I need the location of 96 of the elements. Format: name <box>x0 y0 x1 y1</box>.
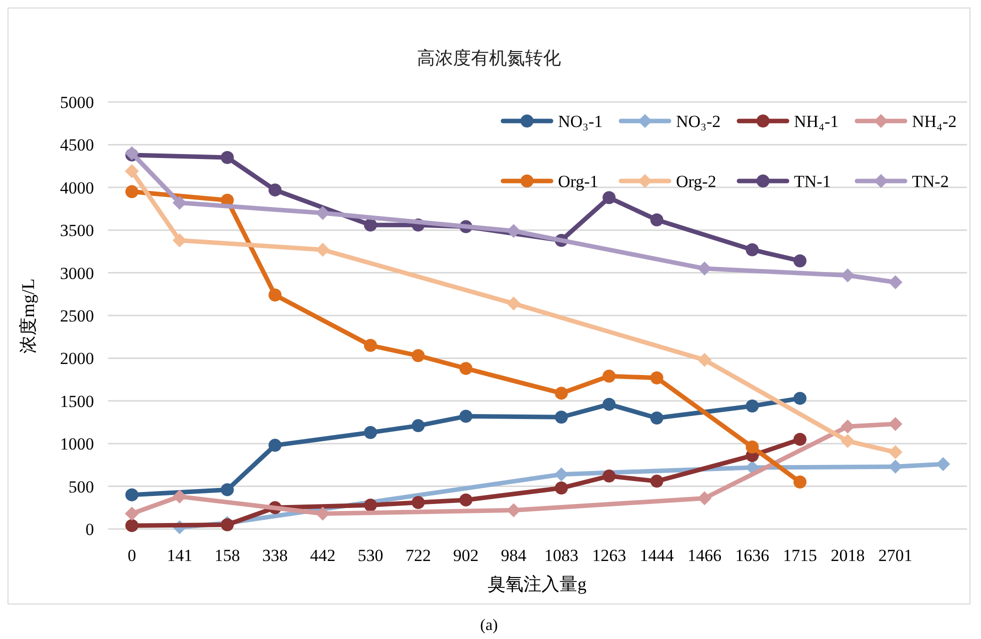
x-tick-label: 722 <box>405 546 431 565</box>
point <box>746 400 759 413</box>
x-tick-label: 0 <box>128 546 136 565</box>
legend-label: TN-2 <box>912 172 949 191</box>
point <box>364 426 377 439</box>
point <box>268 438 282 452</box>
x-tick-label: 1636 <box>735 546 770 565</box>
point <box>793 392 806 405</box>
point <box>554 386 568 400</box>
point <box>840 268 855 282</box>
x-tick-label: 1466 <box>688 546 722 565</box>
legend-label: NO₃-1 <box>558 112 603 131</box>
x-tick-label: 2018 <box>830 546 865 565</box>
point <box>172 233 187 248</box>
point <box>459 410 472 423</box>
x-tick-label: 338 <box>262 546 288 565</box>
point <box>268 288 282 302</box>
point <box>554 467 568 482</box>
point <box>793 432 806 446</box>
x-tick-label: 530 <box>358 546 384 565</box>
point <box>316 506 330 521</box>
y-tick-label: 2500 <box>60 306 94 326</box>
point <box>172 196 187 210</box>
point <box>364 218 377 232</box>
x-tick-label: 1715 <box>782 546 817 565</box>
y-axis-title: 浓度mg/L <box>18 278 38 354</box>
x-tick-label: 2701 <box>878 546 912 565</box>
point <box>506 224 521 238</box>
point <box>793 476 806 489</box>
x-tick-label: 1444 <box>640 546 674 565</box>
point <box>316 206 330 220</box>
point <box>888 445 902 460</box>
point <box>364 338 377 352</box>
point <box>650 371 664 384</box>
point <box>888 275 902 290</box>
point <box>220 151 234 164</box>
point <box>602 370 616 383</box>
point <box>840 434 855 448</box>
point <box>840 420 855 434</box>
point <box>650 213 664 226</box>
y-tick-label: 4500 <box>60 136 94 155</box>
point <box>602 398 616 411</box>
chart-title: 高浓度有机氮转化 <box>417 48 561 68</box>
point <box>124 164 139 178</box>
y-tick-label: 4000 <box>60 178 94 198</box>
x-tick-label: 141 <box>166 546 192 565</box>
legend-label: NH₄-1 <box>794 112 839 131</box>
point <box>936 457 950 472</box>
y-tick-label: 5000 <box>60 93 94 112</box>
point <box>220 483 234 496</box>
point <box>412 496 425 510</box>
x-tick-label: 158 <box>214 546 240 565</box>
point <box>412 419 425 432</box>
point <box>793 254 806 268</box>
point <box>125 185 138 198</box>
point <box>125 488 138 502</box>
point <box>172 490 187 504</box>
x-tick-label: 1263 <box>592 546 626 565</box>
y-tick-label: 0 <box>86 520 94 539</box>
point <box>459 362 472 375</box>
point <box>650 411 664 424</box>
text: (a) <box>480 617 498 634</box>
legend-label: Org-2 <box>676 172 716 191</box>
point <box>746 243 759 256</box>
legend-label: NH₄-2 <box>912 112 957 131</box>
point <box>125 519 138 532</box>
point <box>698 352 712 367</box>
y-tick-label: 3500 <box>60 221 94 240</box>
point <box>602 191 616 204</box>
point <box>316 242 330 257</box>
point <box>698 491 712 506</box>
point <box>412 349 425 362</box>
x-tick-label: 984 <box>500 546 527 565</box>
point <box>554 482 568 495</box>
point <box>554 410 568 424</box>
y-tick-label: 1500 <box>60 392 94 411</box>
legend-label: Org-1 <box>558 172 598 191</box>
point <box>602 470 616 483</box>
point <box>650 474 664 488</box>
y-tick-label: 500 <box>68 477 94 496</box>
legend-label: TN-1 <box>794 172 831 191</box>
x-tick-label: 1083 <box>544 546 578 565</box>
point <box>364 498 377 512</box>
point <box>268 183 282 196</box>
point <box>506 503 521 518</box>
point <box>459 493 472 506</box>
x-tick-label: 442 <box>310 546 336 565</box>
x-axis-title: 臭氧注入量g <box>488 574 586 594</box>
y-tick-label: 1000 <box>60 434 94 454</box>
y-tick-label: 2000 <box>60 349 94 368</box>
point <box>746 440 759 454</box>
point <box>506 296 521 311</box>
y-tick-label: 3000 <box>60 264 94 283</box>
point <box>124 506 139 521</box>
legend-label: NO₃-2 <box>676 112 721 131</box>
x-tick-label: 902 <box>453 546 479 565</box>
